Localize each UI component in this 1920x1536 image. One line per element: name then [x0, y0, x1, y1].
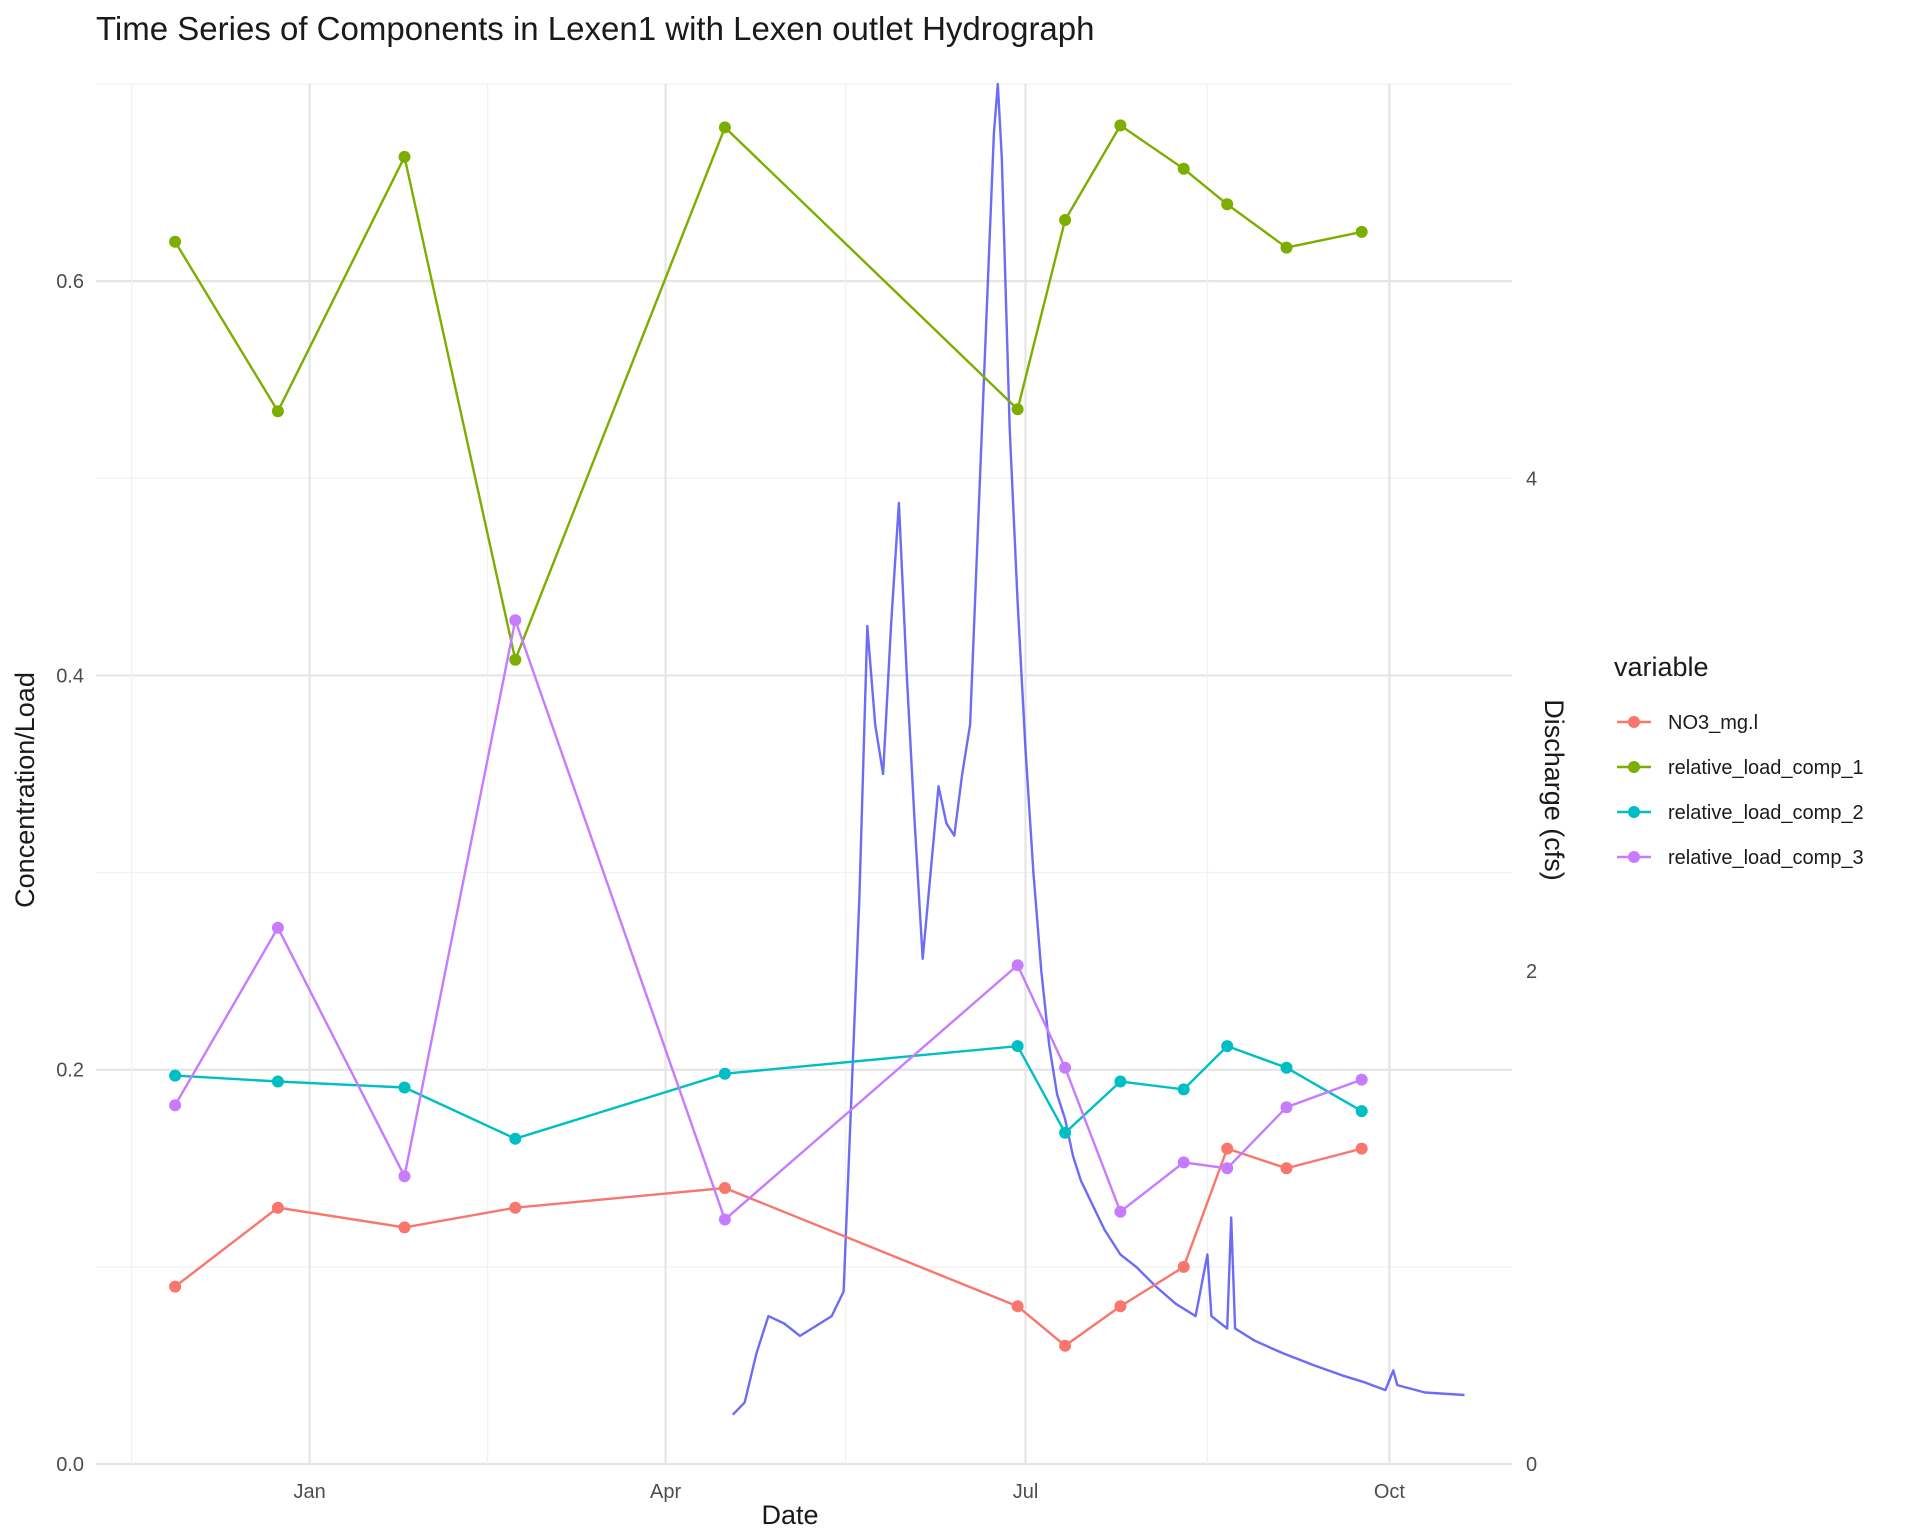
data-point-relative-load-comp-1 — [1114, 119, 1127, 132]
x-tick-label: Oct — [1374, 1481, 1406, 1503]
y-tick-label: 0.0 — [56, 1454, 84, 1476]
data-point-relative-load-comp-3 — [1221, 1162, 1234, 1175]
y2-tick-label: 2 — [1526, 961, 1537, 983]
data-point-relative-load-comp-1 — [718, 121, 731, 134]
data-point-relative-load-comp-3 — [1011, 959, 1024, 972]
data-point-relative-load-comp-3 — [169, 1099, 182, 1112]
legend-label-no3-mg-l: NO3_mg.l — [1668, 712, 1758, 734]
data-point-relative-load-comp-3 — [1059, 1061, 1072, 1074]
data-point-relative-load-comp-1 — [1221, 198, 1234, 211]
data-point-relative-load-comp-1 — [509, 653, 522, 666]
data-point-relative-load-comp-2 — [1355, 1105, 1368, 1118]
grid-lines — [96, 83, 1512, 1466]
data-point-relative-load-comp-1 — [398, 150, 411, 163]
data-point-relative-load-comp-2 — [1221, 1040, 1234, 1053]
data-point-no3-mg-l — [398, 1221, 411, 1234]
legend: variable NO3_mg.l relative_load_comp_1rel… — [1614, 652, 1864, 869]
chart-title: Time Series of Components in Lexen1 with… — [96, 10, 1095, 47]
axes: 0.0 0.2 0.4 0.6 Jan Apr Jul Oct 0 2 4 — [56, 271, 1537, 1503]
hydrograph-line — [731, 82, 1465, 1416]
data-point-relative-load-comp-2 — [398, 1081, 411, 1094]
y2-tick-label: 4 — [1526, 468, 1537, 490]
data-point-relative-load-comp-1 — [1280, 241, 1293, 254]
y2-axis-title: Discharge (cfs) — [1539, 699, 1569, 881]
legend-label-relative-load-comp-2: relative_load_comp_2 — [1668, 802, 1864, 824]
data-point-no3-mg-l — [509, 1201, 522, 1214]
y-tick-label: 0.4 — [56, 665, 84, 687]
data-point-relative-load-comp-1 — [1059, 214, 1072, 226]
data-point-relative-load-comp-1 — [169, 235, 182, 248]
data-point-relative-load-comp-2 — [718, 1067, 731, 1080]
series-group — [169, 119, 1368, 1352]
legend-marker-relative-load-comp-1 — [1628, 761, 1640, 773]
data-point-relative-load-comp-2 — [1011, 1040, 1024, 1053]
legend-marker-no3-mg-l — [1628, 716, 1640, 728]
data-point-relative-load-comp-1 — [271, 405, 284, 418]
data-point-no3-mg-l — [271, 1201, 284, 1214]
legend-title: variable — [1614, 652, 1709, 682]
series-line-no3-mg-l — [174, 1147, 1363, 1348]
data-point-relative-load-comp-2 — [1059, 1126, 1072, 1139]
data-point-relative-load-comp-1 — [1177, 162, 1190, 175]
y-tick-label: 0.2 — [56, 1060, 84, 1082]
data-point-relative-load-comp-2 — [1280, 1061, 1293, 1074]
data-point-no3-mg-l — [1114, 1300, 1127, 1313]
data-point-relative-load-comp-2 — [271, 1075, 284, 1088]
data-point-relative-load-comp-1 — [1011, 403, 1024, 416]
series-line-relative-load-comp-3 — [174, 615, 1363, 1222]
x-axis-title: Date — [761, 1500, 818, 1530]
data-point-relative-load-comp-3 — [1177, 1156, 1190, 1169]
data-point-relative-load-comp-2 — [509, 1132, 522, 1145]
data-point-relative-load-comp-3 — [718, 1213, 731, 1226]
data-point-no3-mg-l — [1221, 1142, 1234, 1155]
data-point-relative-load-comp-3 — [1114, 1205, 1127, 1218]
data-point-no3-mg-l — [718, 1182, 731, 1194]
legend-label-relative-load-comp-3: relative_load_comp_3 — [1668, 847, 1864, 869]
data-point-relative-load-comp-3 — [271, 921, 284, 934]
hydrograph — [731, 82, 1465, 1416]
x-tick-label: Jul — [1013, 1481, 1039, 1503]
data-point-no3-mg-l — [1011, 1300, 1024, 1313]
data-point-relative-load-comp-3 — [398, 1170, 411, 1183]
legend-marker-relative-load-comp-2 — [1628, 806, 1640, 818]
series-line-relative-load-comp-1 — [174, 123, 1362, 664]
x-tick-label: Jan — [293, 1481, 325, 1503]
data-point-relative-load-comp-3 — [1280, 1101, 1293, 1114]
data-point-no3-mg-l — [1059, 1339, 1072, 1352]
data-point-no3-mg-l — [1355, 1142, 1368, 1155]
y2-tick-label: 0 — [1526, 1454, 1537, 1476]
y-tick-label: 0.6 — [56, 271, 84, 293]
series-line-relative-load-comp-2 — [175, 1044, 1363, 1140]
y-axis-title: Concentration/Load — [10, 672, 40, 908]
data-point-relative-load-comp-2 — [1177, 1083, 1190, 1096]
data-point-relative-load-comp-2 — [169, 1069, 182, 1082]
data-point-no3-mg-l — [169, 1280, 182, 1293]
legend-marker-relative-load-comp-3 — [1628, 851, 1640, 863]
data-point-no3-mg-l — [1280, 1162, 1293, 1175]
data-point-relative-load-comp-3 — [1355, 1073, 1368, 1086]
data-point-relative-load-comp-1 — [1355, 225, 1368, 238]
data-point-relative-load-comp-2 — [1114, 1075, 1127, 1088]
data-point-relative-load-comp-3 — [509, 614, 522, 627]
legend-label-relative-load-comp-1: relative_load_comp_1 — [1668, 757, 1864, 779]
data-point-no3-mg-l — [1177, 1260, 1190, 1273]
x-tick-label: Apr — [650, 1481, 681, 1503]
